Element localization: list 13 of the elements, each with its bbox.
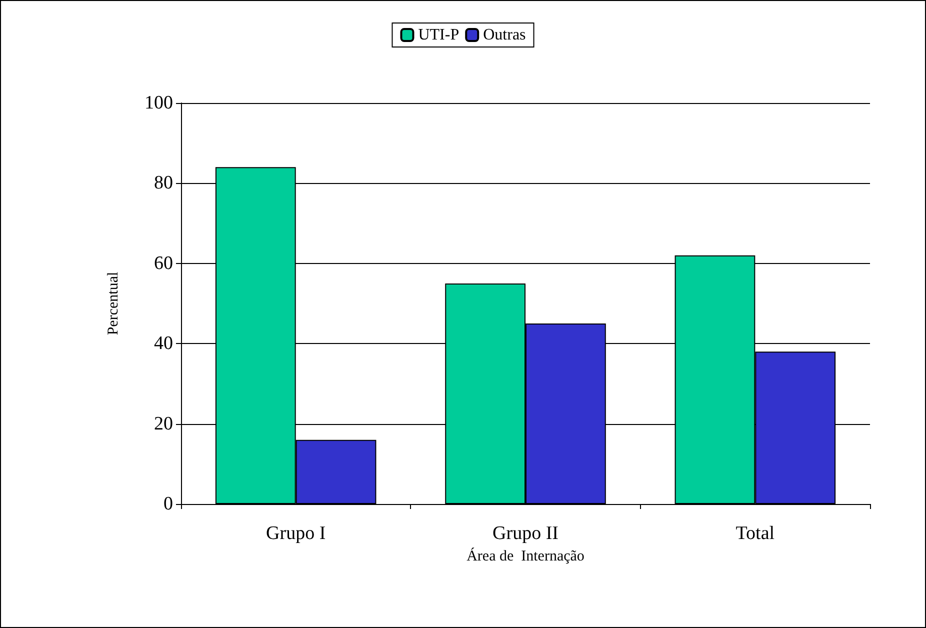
y-tick-label: 20 [154,413,173,434]
y-tick-label: 100 [144,92,173,114]
x-tick-label: Grupo I [266,523,326,544]
y-tick-label: 60 [154,252,173,274]
legend-label: Outras [483,26,526,44]
y-tick-label: 40 [154,333,173,354]
y-tick-label: 0 [164,494,173,514]
x-axis-title: Área de Internação [466,548,584,564]
x-tick-label: Total [736,523,775,544]
y-axis-title: Percentual [106,272,122,336]
x-tick-label: Grupo II [492,523,558,544]
legend-label: UTI-P [418,26,460,44]
y-tick-label: 80 [154,172,173,194]
